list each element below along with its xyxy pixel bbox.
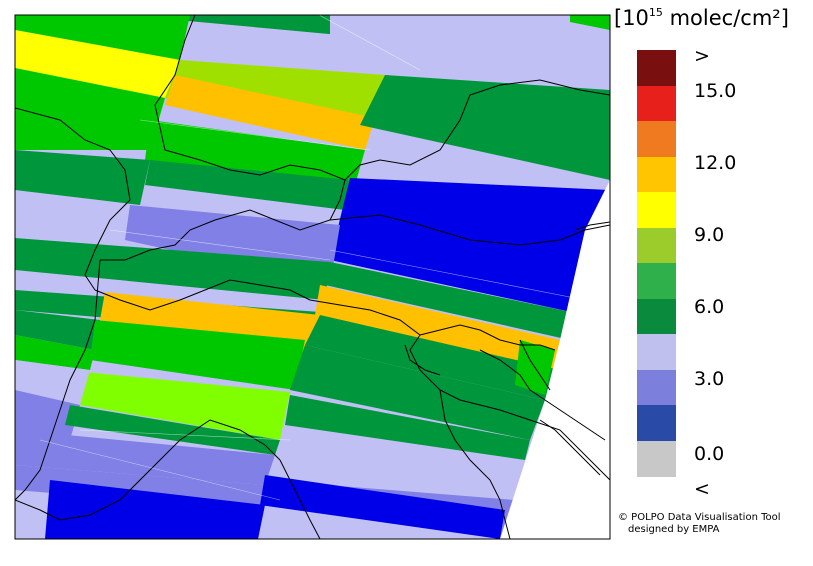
swath-blue-south bbox=[45, 480, 265, 539]
swath-orange-north bbox=[165, 75, 375, 150]
satellite-swaths bbox=[15, 15, 610, 539]
swath-green-northwest bbox=[15, 68, 165, 150]
swath-blue-northeast bbox=[330, 178, 610, 315]
swath-lavender-south bbox=[270, 455, 525, 500]
swath-darkgreen-east bbox=[305, 315, 560, 400]
colorbar-swatch bbox=[637, 298, 676, 335]
colorbar-tick-label: 15.0 bbox=[694, 80, 737, 102]
credit-line-1: © POLPO Data Visualisation Tool bbox=[618, 512, 781, 523]
colorbar-tick-label: 0.0 bbox=[694, 443, 725, 465]
colorbar-tick-label: 12.0 bbox=[694, 152, 737, 174]
colorbar-swatch bbox=[637, 334, 676, 370]
swath-darkgreen-northeast bbox=[360, 75, 610, 180]
credit-line-2: designed by EMPA bbox=[628, 524, 720, 535]
swath-darkgreen-west-2 bbox=[15, 310, 100, 350]
map-frame bbox=[14, 14, 611, 540]
swath-green-west bbox=[15, 335, 95, 370]
swath-top-right-green bbox=[570, 15, 610, 30]
swath-yellowgreen-north bbox=[165, 60, 385, 118]
colorbar-swatch bbox=[637, 440, 676, 477]
swath-periwinkle-southwest bbox=[15, 390, 80, 440]
colorbar-swatch bbox=[637, 227, 676, 264]
colorbar-swatch bbox=[637, 121, 676, 157]
swath-edges bbox=[39, 15, 586, 501]
swath-green-mid bbox=[90, 320, 305, 390]
country-borders bbox=[15, 15, 610, 539]
swath-yellow-north bbox=[15, 30, 180, 98]
colorbar-swatch bbox=[637, 405, 676, 441]
swath-top-lavender bbox=[330, 15, 610, 85]
colorbar-tick-label: 9.0 bbox=[694, 224, 725, 246]
colorbar-tick-label: 6.0 bbox=[694, 296, 725, 318]
swath-lavender-southwest bbox=[15, 360, 90, 405]
swath-periwinkle-south bbox=[15, 430, 275, 485]
colorbar-tick-label: > bbox=[694, 45, 710, 67]
swath-darkgreen-mid bbox=[145, 160, 350, 210]
swath-darkgreen-west bbox=[15, 150, 150, 205]
swath-top-left-green bbox=[15, 15, 190, 60]
colorbar-swatch bbox=[637, 192, 676, 228]
colorbar-swatch bbox=[637, 50, 676, 86]
colorbar-tick-label: 3.0 bbox=[694, 368, 725, 390]
colorbar-swatch bbox=[637, 263, 676, 299]
swath-darkgreen-mid-5 bbox=[290, 345, 545, 440]
swath-darkgreen-mid-3 bbox=[325, 262, 585, 340]
swath-darkgreen-south-2 bbox=[285, 395, 530, 460]
swath-lime-south bbox=[80, 372, 290, 440]
colorbar-swatch bbox=[637, 369, 676, 406]
colorbar-swatch bbox=[637, 85, 676, 122]
swath-blue-southeast bbox=[260, 475, 505, 539]
colorbar-tick-label: < bbox=[694, 478, 710, 500]
colorbar-swatch bbox=[637, 156, 676, 193]
legend-title: [1015 molec/cm²] bbox=[614, 6, 789, 30]
no-data-area bbox=[500, 180, 610, 539]
swath-darkgreen-south bbox=[65, 405, 280, 455]
swath-lavender-corner bbox=[15, 490, 50, 539]
